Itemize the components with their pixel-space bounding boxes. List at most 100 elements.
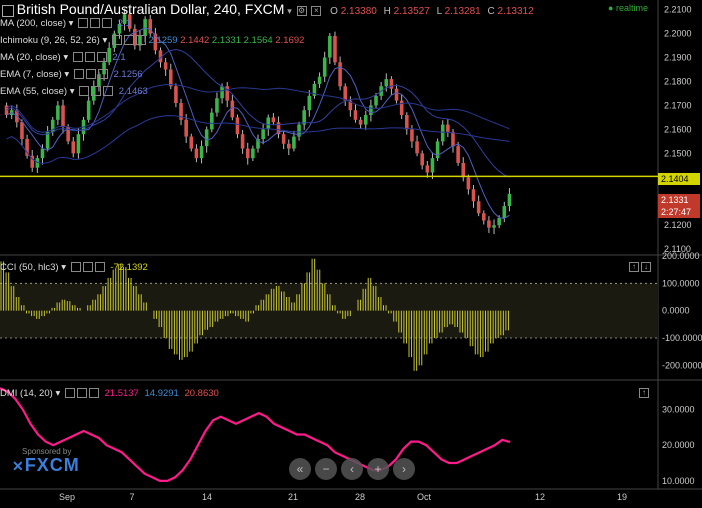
indicator-ma200[interactable]: MA (200, close) ▾ 2.1 bbox=[0, 18, 131, 29]
cci-pane-controls: ↑ ↓ bbox=[627, 262, 651, 273]
ohlc-close-value: 2.13312 bbox=[497, 6, 534, 17]
settings-icon[interactable] bbox=[90, 18, 101, 29]
eye-icon[interactable] bbox=[64, 388, 75, 399]
eye-icon[interactable] bbox=[73, 69, 84, 80]
candle-body bbox=[76, 134, 81, 154]
candle-body bbox=[322, 57, 327, 77]
candle-body bbox=[333, 35, 337, 63]
dmi-legend[interactable]: DMI (14, 20) ▾ 21.5137 14.9291 20.8630 bbox=[0, 388, 219, 399]
fxcm-logo[interactable]: ✕FXCM bbox=[12, 455, 80, 475]
candle-body bbox=[451, 131, 455, 147]
candle-body bbox=[466, 177, 471, 190]
close-icon[interactable] bbox=[135, 35, 146, 46]
chevron-down-icon[interactable]: ▾ bbox=[63, 52, 69, 63]
cci-tick-label: 0.0000 bbox=[662, 306, 690, 316]
indicator-ema55[interactable]: EMA (55, close) ▾ 2.1463 bbox=[0, 86, 148, 97]
minus-icon: − bbox=[322, 462, 330, 476]
indicator-ema7[interactable]: EMA (7, close) ▾ 2.1256 bbox=[0, 69, 143, 80]
chevron-down-icon[interactable]: ▾ bbox=[64, 69, 70, 80]
chevron-left-icon: ‹ bbox=[350, 462, 354, 476]
candle-body bbox=[174, 86, 178, 104]
scroll-to-start-button[interactable]: « bbox=[289, 458, 311, 480]
indicator-ichimoku[interactable]: Ichimoku (9, 26, 52, 26) ▾ 2.1259 2.1442… bbox=[0, 35, 305, 46]
candle-body bbox=[245, 148, 250, 159]
candle-body bbox=[358, 119, 363, 125]
candle-body bbox=[184, 119, 188, 137]
candle-body bbox=[61, 105, 65, 127]
dmi-pane-controls: ↑ bbox=[637, 388, 649, 399]
chevron-down-icon[interactable]: ▾ bbox=[287, 6, 292, 16]
eye-icon[interactable] bbox=[111, 35, 122, 46]
chevron-down-icon[interactable]: ▾ bbox=[55, 388, 61, 399]
close-icon[interactable] bbox=[102, 18, 113, 29]
candle-body bbox=[25, 138, 29, 156]
dmi-tick-label: 10.0000 bbox=[662, 476, 695, 486]
price-tick-label: 2.2100 bbox=[664, 5, 692, 15]
eye-icon[interactable] bbox=[72, 52, 83, 63]
candle-body bbox=[497, 218, 501, 226]
chart-title[interactable]: British Pound/Australian Dollar, 240, FX… bbox=[16, 1, 285, 17]
candle-body bbox=[215, 98, 219, 113]
settings-icon[interactable] bbox=[91, 86, 102, 97]
candle-body bbox=[251, 148, 255, 159]
settings-icon[interactable] bbox=[76, 388, 87, 399]
chevron-down-icon[interactable]: ▾ bbox=[102, 35, 108, 46]
candle-body bbox=[266, 117, 271, 130]
candle-body bbox=[225, 86, 230, 101]
candle-body bbox=[204, 129, 209, 147]
eye-icon[interactable] bbox=[78, 18, 89, 29]
candle-body bbox=[399, 100, 404, 116]
indicator-ma20[interactable]: MA (20, close) ▾ 2.1 bbox=[0, 52, 126, 63]
zoom-in-button[interactable]: + bbox=[367, 458, 389, 480]
candle-body bbox=[56, 105, 60, 120]
realtime-status: ● realtime bbox=[608, 3, 648, 13]
candle-body bbox=[384, 79, 389, 87]
chevron-down-icon[interactable]: ▾ bbox=[61, 262, 67, 273]
time-tick-label: Sep bbox=[59, 492, 75, 502]
move-up-icon[interactable]: ↑ bbox=[639, 388, 649, 399]
settings-icon[interactable] bbox=[82, 262, 93, 273]
close-icon[interactable]: × bbox=[311, 6, 322, 17]
candle-body bbox=[199, 146, 204, 159]
scroll-right-button[interactable]: › bbox=[393, 458, 415, 480]
settings-icon[interactable] bbox=[123, 35, 134, 46]
candle-body bbox=[410, 129, 414, 142]
candle-body bbox=[112, 33, 117, 48]
candle-body bbox=[476, 201, 481, 214]
settings-icon[interactable]: ⚙ bbox=[296, 6, 307, 17]
chevron-right-icon: › bbox=[402, 462, 406, 476]
chevron-down-icon[interactable]: ▾ bbox=[68, 18, 74, 29]
candle-body bbox=[328, 35, 332, 58]
candle-body bbox=[86, 100, 91, 120]
chevron-down-icon[interactable]: ▾ bbox=[69, 86, 75, 97]
candle-body bbox=[405, 115, 409, 130]
settings-icon[interactable] bbox=[85, 69, 96, 80]
close-icon[interactable] bbox=[96, 52, 107, 63]
move-down-icon[interactable]: ↓ bbox=[641, 262, 651, 273]
cci-tick-label: 100.0000 bbox=[662, 278, 700, 288]
eye-icon[interactable] bbox=[70, 262, 81, 273]
scroll-left-button[interactable]: ‹ bbox=[341, 458, 363, 480]
cci-legend[interactable]: CCI (50, hlc3) ▾ -72.1392 bbox=[0, 262, 148, 273]
candle-body bbox=[343, 86, 348, 101]
time-tick-label: 19 bbox=[617, 492, 627, 502]
eye-icon[interactable] bbox=[79, 86, 90, 97]
candle-body bbox=[492, 225, 496, 228]
symbol-icon bbox=[2, 5, 14, 18]
close-icon[interactable] bbox=[88, 388, 99, 399]
move-up-icon[interactable]: ↑ bbox=[629, 262, 639, 273]
time-tick-label: 7 bbox=[129, 492, 134, 502]
candle-body bbox=[168, 69, 173, 87]
settings-icon[interactable] bbox=[84, 52, 95, 63]
candle-body bbox=[158, 50, 163, 63]
close-icon[interactable] bbox=[94, 262, 105, 273]
price-tick-label: 2.1900 bbox=[664, 53, 692, 63]
close-icon[interactable] bbox=[97, 69, 108, 80]
candle-body bbox=[286, 143, 291, 149]
close-icon[interactable] bbox=[103, 86, 114, 97]
candle-body bbox=[471, 189, 476, 202]
zoom-out-button[interactable]: − bbox=[315, 458, 337, 480]
ohlc-high-label: H bbox=[383, 6, 391, 17]
candle-body bbox=[20, 122, 24, 139]
candle-body bbox=[117, 23, 122, 34]
